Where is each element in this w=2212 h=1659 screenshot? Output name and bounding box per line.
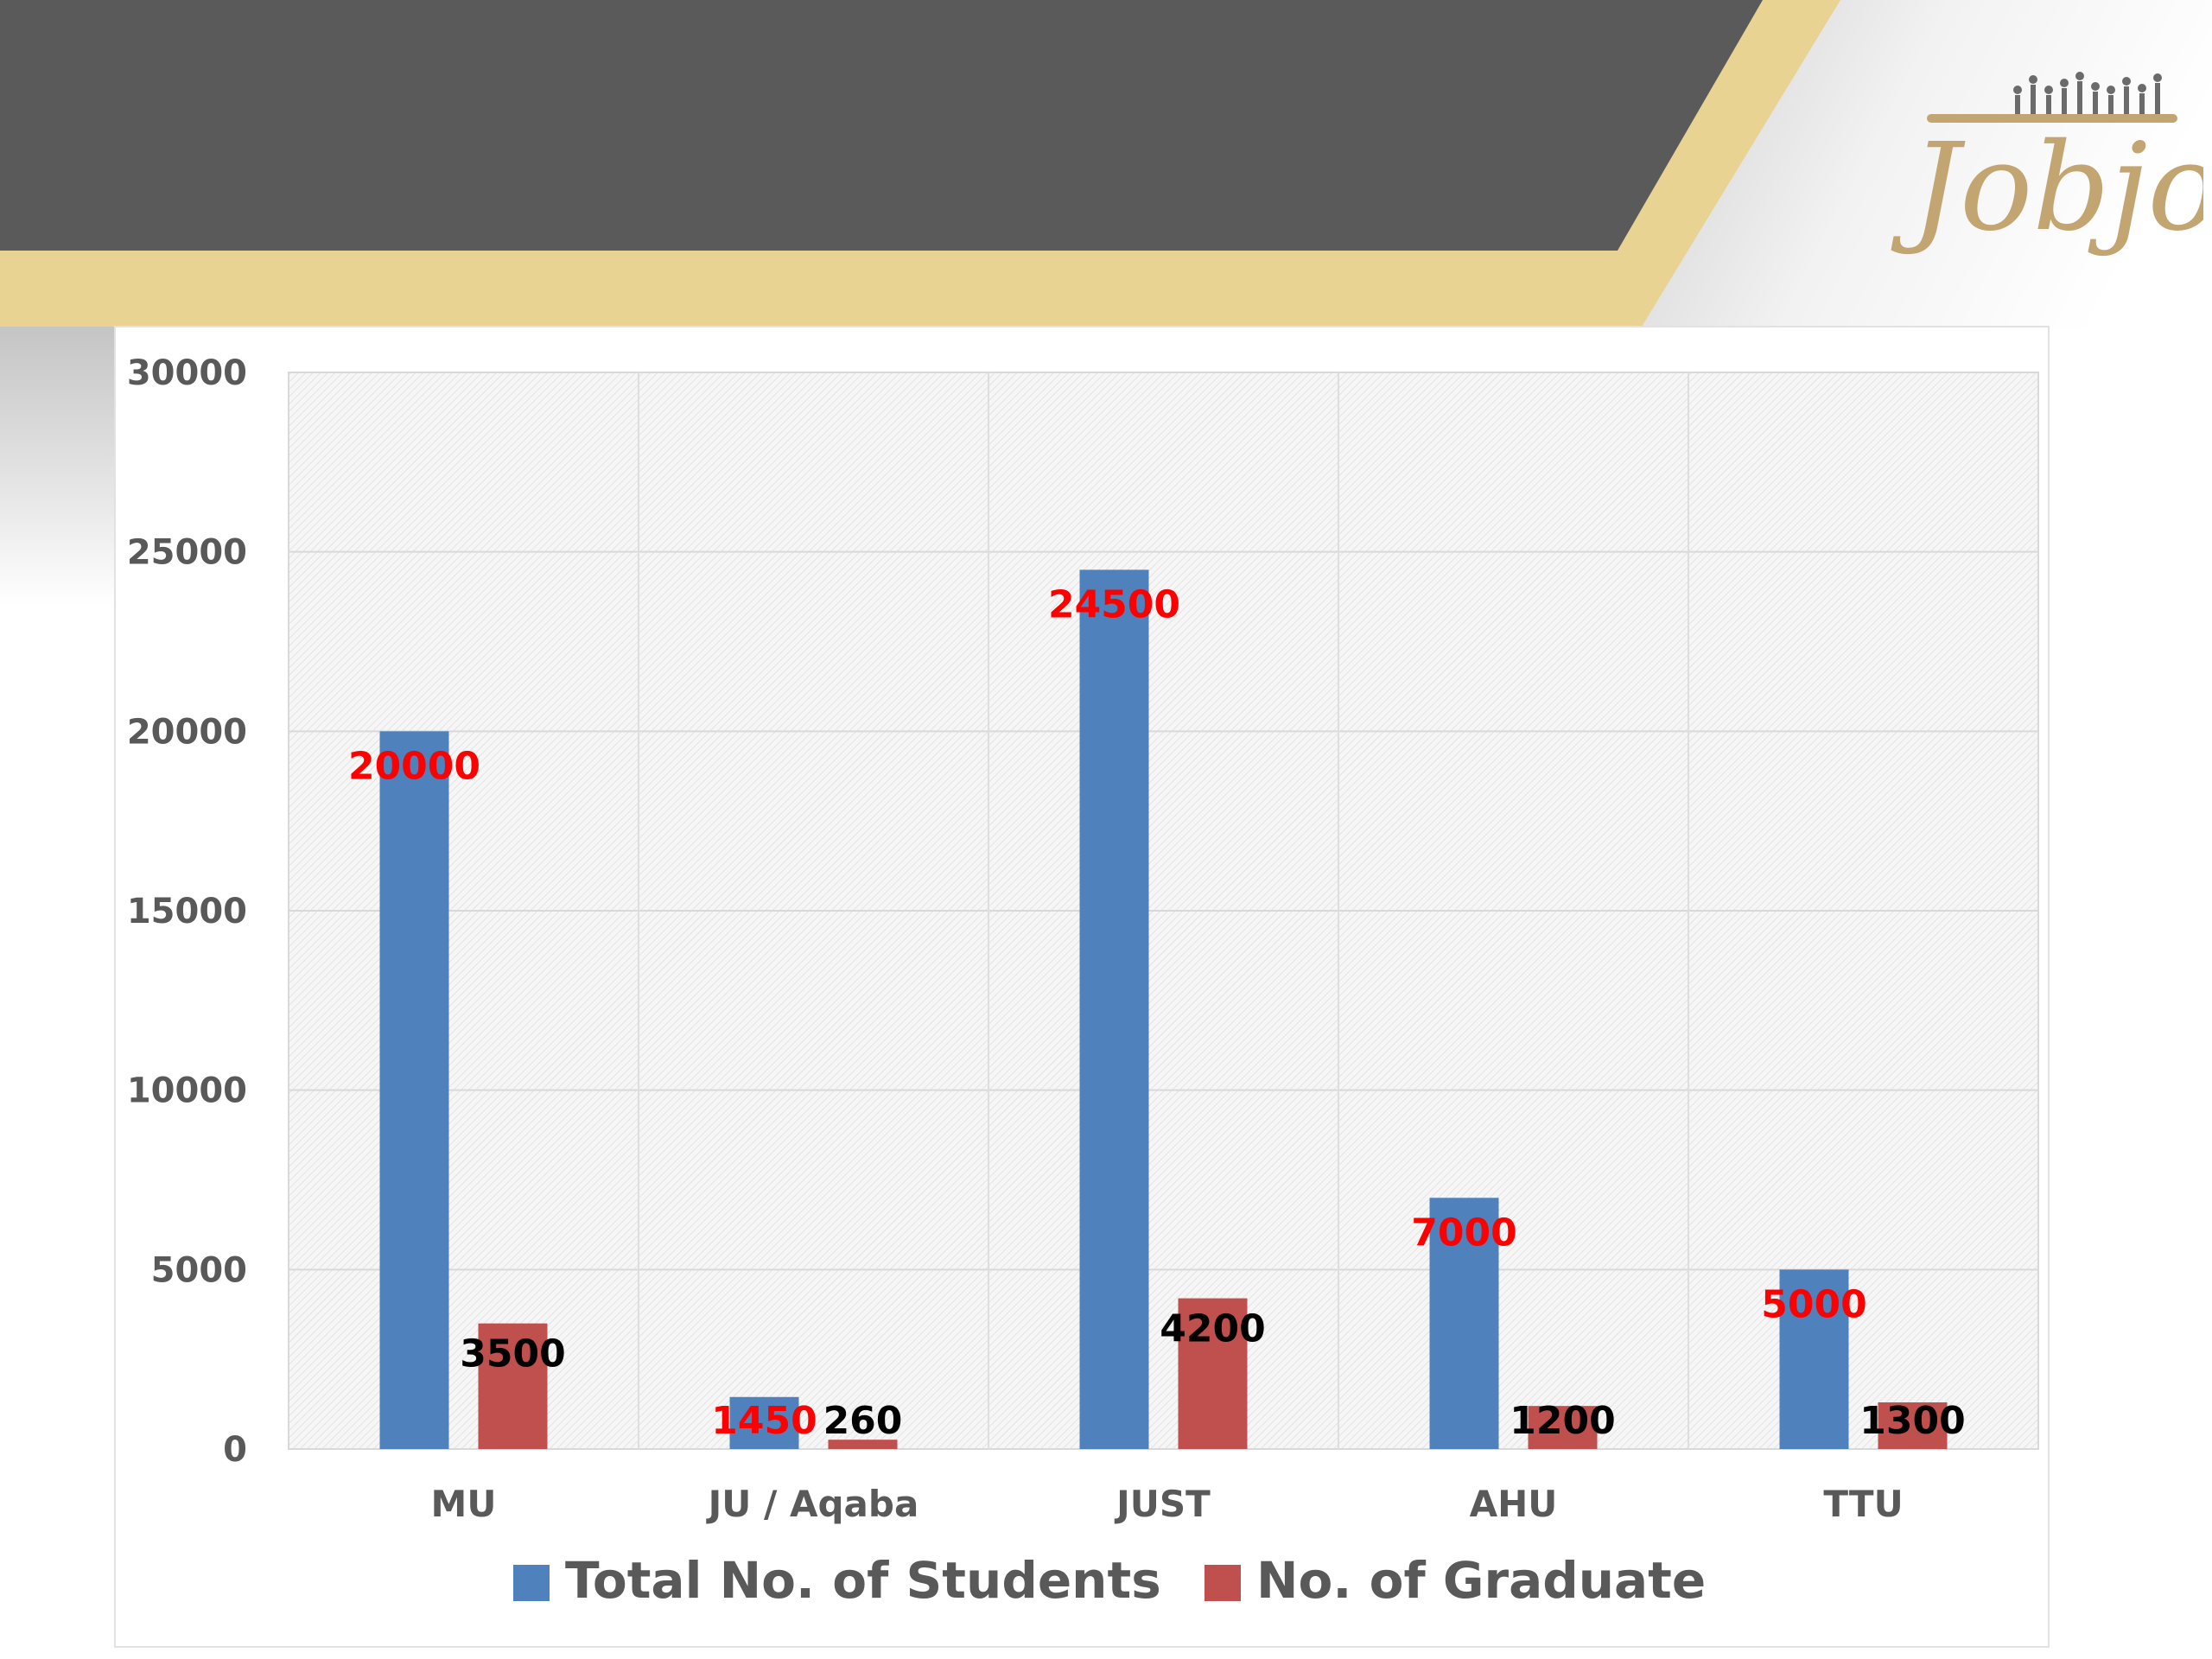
bar bbox=[1429, 1198, 1499, 1449]
data-label: 260 bbox=[823, 1399, 903, 1443]
chart-frame: 0 5000 10000 15000 20000 25000 30000 20000 3500… bbox=[114, 326, 2050, 1648]
bar bbox=[478, 1323, 548, 1449]
logo-shelf bbox=[1927, 114, 2177, 123]
legend-swatch bbox=[1205, 1565, 1241, 1601]
data-label: 1200 bbox=[1510, 1399, 1615, 1443]
gridlines bbox=[289, 372, 2038, 1450]
data-label: 24500 bbox=[1048, 582, 1180, 626]
data-label: 7000 bbox=[1411, 1211, 1516, 1255]
bar bbox=[379, 731, 449, 1449]
y-tick-label: 25000 bbox=[127, 533, 247, 573]
legend-label: No. of Graduate bbox=[1256, 1551, 1706, 1610]
x-category-label: MU bbox=[431, 1483, 497, 1525]
bar bbox=[1178, 1298, 1248, 1449]
logo-text: Jobjo bbox=[1891, 118, 2203, 258]
bar bbox=[828, 1440, 898, 1449]
legend-label: Total No. of Students bbox=[565, 1551, 1161, 1610]
x-category-label: JU / Aqaba bbox=[706, 1483, 919, 1525]
data-label: 1300 bbox=[1859, 1399, 1965, 1443]
bar bbox=[1878, 1402, 1948, 1449]
bars bbox=[379, 569, 1948, 1449]
data-label: 3500 bbox=[460, 1332, 565, 1376]
data-label: 5000 bbox=[1761, 1282, 1866, 1326]
data-label: 4200 bbox=[1160, 1307, 1265, 1351]
x-category-label: TTU bbox=[1823, 1483, 1903, 1525]
y-tick-label: 15000 bbox=[127, 892, 247, 931]
bar bbox=[1528, 1406, 1598, 1449]
y-axis-ticks: 0 5000 10000 15000 20000 25000 30000 bbox=[127, 353, 247, 1470]
y-tick-label: 5000 bbox=[151, 1250, 247, 1290]
people-silhouettes-icon bbox=[2013, 72, 2162, 116]
data-labels: 20000 3500 1450 260 24500 4200 7000 1200 5000 130… bbox=[348, 582, 1966, 1443]
bar bbox=[729, 1396, 799, 1449]
y-tick-label: 30000 bbox=[127, 353, 247, 393]
bar-chart: 0 5000 10000 15000 20000 25000 30000 20000 3500… bbox=[127, 353, 2039, 1610]
left-shade bbox=[0, 324, 117, 605]
x-category-label: JUST bbox=[1114, 1483, 1211, 1525]
legend: Total No. of Students No. of Graduate bbox=[513, 1551, 1706, 1610]
x-category-label: AHU bbox=[1470, 1483, 1558, 1525]
y-tick-label: 20000 bbox=[127, 712, 247, 752]
data-label: 20000 bbox=[348, 744, 480, 788]
legend-swatch bbox=[513, 1565, 550, 1601]
bar bbox=[1779, 1269, 1849, 1449]
dark-banner bbox=[0, 0, 1763, 251]
y-tick-label: 10000 bbox=[127, 1071, 247, 1111]
bar bbox=[1079, 569, 1149, 1449]
jobjo-logo: Jobjo bbox=[1858, 60, 2212, 268]
y-tick-label: 0 bbox=[223, 1430, 247, 1470]
x-axis-categories: MU JU / Aqaba JUST AHU TTU bbox=[431, 1483, 1904, 1525]
data-label: 1450 bbox=[711, 1399, 817, 1443]
